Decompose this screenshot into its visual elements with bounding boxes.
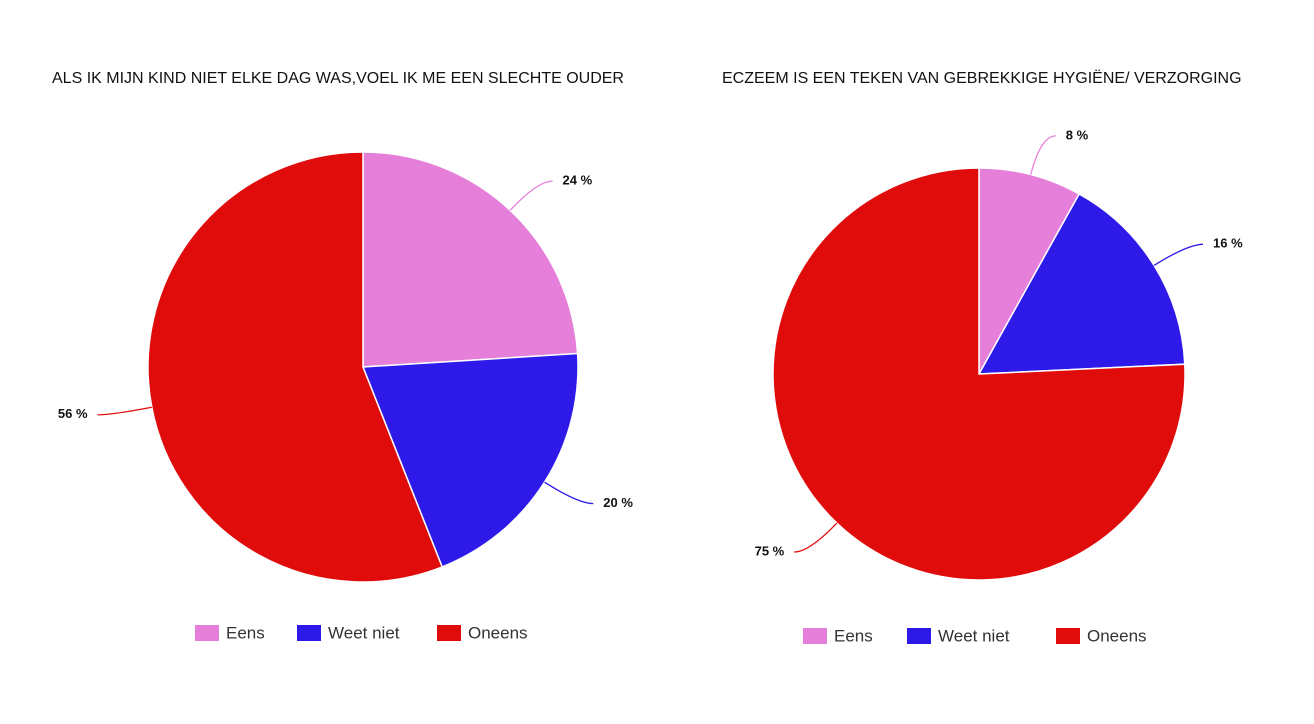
legend-label: Oneens bbox=[468, 623, 528, 642]
legend-swatch bbox=[1056, 628, 1080, 644]
legend-label: Weet niet bbox=[938, 626, 1010, 645]
value-label: 75 % bbox=[755, 543, 785, 558]
legend-label: Weet niet bbox=[328, 623, 400, 642]
value-label: 16 % bbox=[1213, 236, 1243, 251]
leader-line bbox=[1030, 135, 1056, 175]
pie-slice bbox=[772, 167, 1186, 581]
leader-line bbox=[1153, 243, 1204, 266]
pie-slice bbox=[361, 352, 579, 568]
legend-label: Eens bbox=[226, 623, 265, 642]
pie-slice bbox=[978, 167, 1081, 377]
legend-swatch bbox=[297, 625, 321, 641]
value-label: 20 % bbox=[603, 495, 633, 510]
value-label: 8 % bbox=[1066, 127, 1089, 142]
legend-label: Eens bbox=[834, 626, 873, 645]
legend-swatch bbox=[437, 625, 461, 641]
value-label: 56 % bbox=[58, 406, 88, 421]
legend-swatch bbox=[803, 628, 827, 644]
pie-slice bbox=[362, 151, 579, 368]
legend-swatch bbox=[195, 625, 219, 641]
value-label: 24 % bbox=[563, 173, 593, 188]
leader-line bbox=[509, 180, 553, 211]
legend-swatch bbox=[907, 628, 931, 644]
chart-title: ALS IK MIJN KIND NIET ELKE DAG WAS,VOEL … bbox=[52, 70, 624, 87]
chart-title: ECZEEM IS EEN TEKEN VAN GEBREKKIGE HYGIË… bbox=[722, 69, 1242, 87]
leader-line bbox=[544, 481, 594, 505]
legend-label: Oneens bbox=[1087, 626, 1147, 645]
leader-line bbox=[794, 522, 838, 553]
leader-line bbox=[97, 406, 152, 416]
pie-slice bbox=[147, 151, 444, 583]
